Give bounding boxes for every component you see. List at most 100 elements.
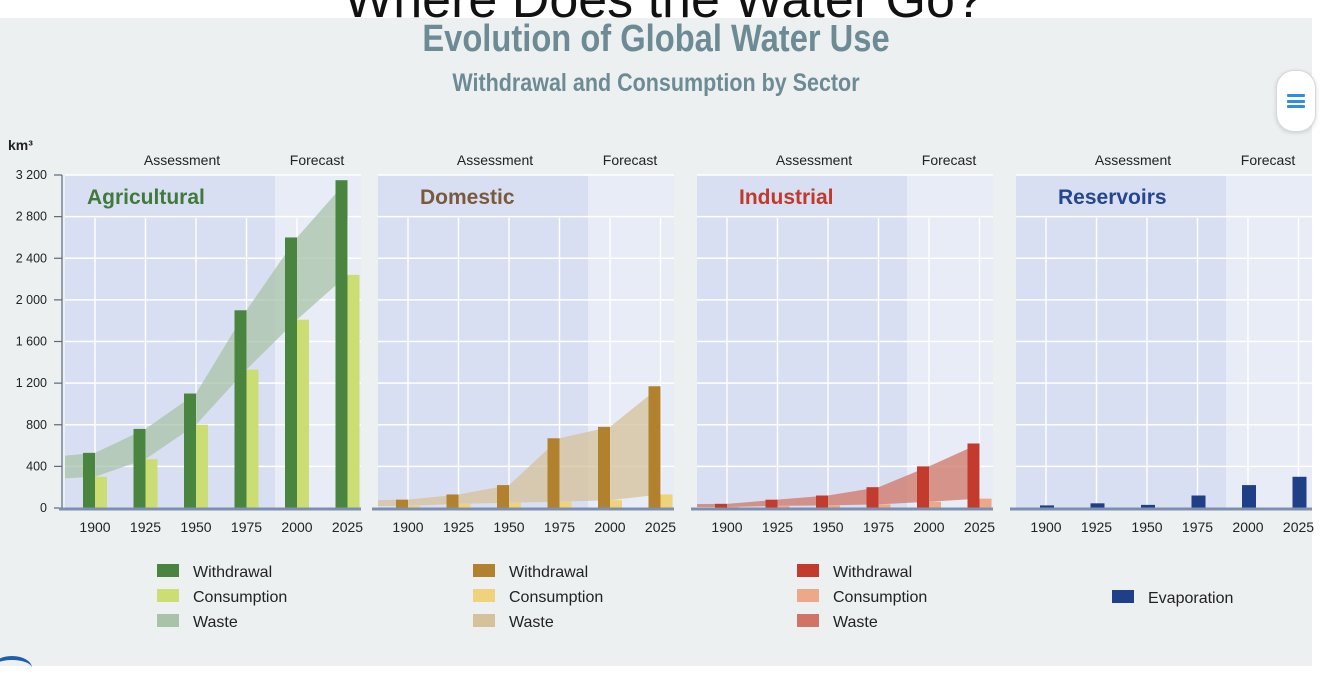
waste-band <box>697 443 980 508</box>
withdrawal-bar <box>816 495 828 508</box>
consumption-bar <box>559 501 572 508</box>
evaporation-bar <box>1191 495 1206 508</box>
withdrawal-bar <box>285 237 297 508</box>
water-use-chart: km³ 0 400 800 1 200 1 600 2 000 2 400 2 800 3 200… <box>8 137 1314 631</box>
x-tick-label: 1975 <box>1182 519 1213 535</box>
x-tick-label: 1950 <box>180 519 211 535</box>
legend-swatch <box>473 564 495 577</box>
x-tick-label: 1900 <box>392 519 423 535</box>
assessment-label: Assessment <box>457 152 533 168</box>
consumption-bar <box>246 369 259 508</box>
legend-label: Consumption <box>833 589 927 606</box>
withdrawal-bar <box>234 310 247 508</box>
x-tick-label: 2000 <box>913 519 944 535</box>
x-tick-label: 1975 <box>231 519 262 535</box>
x-tick-label: 2025 <box>645 519 676 535</box>
legend-label: Waste <box>833 614 878 631</box>
x-tick-label: 1950 <box>1131 519 1162 535</box>
x-tick-label: 1975 <box>863 519 894 535</box>
x-tick-label: 1925 <box>443 519 474 535</box>
withdrawal-bar <box>184 393 196 508</box>
legend-swatch <box>473 614 495 627</box>
legend-swatch <box>473 589 495 602</box>
withdrawal-bar <box>598 426 610 508</box>
consumption-bar <box>727 506 739 508</box>
x-tick-label: 1925 <box>762 519 793 535</box>
chart-title: Evolution of Global Water Use <box>422 18 890 60</box>
consumption-bar <box>408 505 420 508</box>
withdrawal-bar <box>446 494 459 508</box>
x-tick-label: 1925 <box>1081 519 1112 535</box>
legend-swatch <box>157 564 179 577</box>
panel-title-domestic: Domestic <box>420 186 515 209</box>
x-tick-label: 1925 <box>130 519 161 535</box>
x-tick-label: 1900 <box>1030 519 1061 535</box>
legend-swatch <box>797 564 819 577</box>
evaporation-bar <box>1040 505 1054 508</box>
panel-title-industrial: Industrial <box>739 186 834 209</box>
legend-label: Withdrawal <box>509 564 588 581</box>
y-tick-label: 1 600 <box>16 335 47 349</box>
legend-swatch <box>157 589 179 602</box>
legend-swatch <box>157 614 179 627</box>
legend-label: Evaporation <box>1148 590 1233 607</box>
consumption-bar <box>610 500 622 508</box>
x-tick-label: 2025 <box>332 519 363 535</box>
forecast-label: Forecast <box>290 152 345 168</box>
x-tick-label: 2000 <box>1232 519 1263 535</box>
withdrawal-bar <box>497 485 509 508</box>
y-tick-label: 0 <box>40 501 47 515</box>
legend-swatch <box>797 589 819 602</box>
x-tick-label: 1950 <box>812 519 843 535</box>
y-tick-label: 2 800 <box>16 210 47 224</box>
withdrawal-bar <box>967 443 980 508</box>
logo-icon <box>0 656 32 680</box>
legend-label: Waste <box>509 614 554 631</box>
consumption-bar <box>458 503 471 508</box>
forecast-label: Forecast <box>922 152 977 168</box>
assessment-label: Assessment <box>144 152 220 168</box>
evaporation-bar <box>1090 503 1105 508</box>
x-tick-label: 1975 <box>544 519 575 535</box>
waste-band <box>378 386 661 507</box>
forecast-label: Forecast <box>1241 152 1296 168</box>
evaporation-bar <box>1141 504 1155 508</box>
x-tick-label: 2025 <box>964 519 995 535</box>
legend-label: Consumption <box>509 589 603 606</box>
withdrawal-bar <box>396 499 408 508</box>
consumption-bar <box>828 505 840 508</box>
legend-label: Withdrawal <box>833 564 912 581</box>
assessment-label: Assessment <box>1095 152 1171 168</box>
consumption-bar <box>297 319 309 508</box>
x-tick-label: 2025 <box>1283 519 1314 535</box>
y-tick-label: 2 000 <box>16 293 47 307</box>
chart-subtitle: Withdrawal and Consumption by Sector <box>452 69 860 97</box>
withdrawal-bar <box>83 452 95 508</box>
withdrawal-bar <box>547 438 560 508</box>
consumption-bar <box>196 424 208 508</box>
evaporation-bar <box>1242 485 1256 508</box>
consumption-bar <box>929 501 941 508</box>
x-tick-label: 2000 <box>281 519 312 535</box>
x-tick-label: 1900 <box>711 519 742 535</box>
y-tick-label: 3 200 <box>16 168 47 182</box>
y-unit-label: km³ <box>8 137 33 153</box>
consumption-bar <box>145 459 158 508</box>
y-tick-label: 1 200 <box>16 376 47 390</box>
menu-button[interactable] <box>1276 70 1316 132</box>
legend-swatch <box>1112 590 1134 603</box>
consumption-bar <box>660 494 673 508</box>
withdrawal-bar <box>335 180 348 508</box>
panel-title-reservoirs: Reservoirs <box>1058 186 1167 209</box>
legend-swatch <box>797 614 819 627</box>
withdrawal-bar <box>715 503 727 508</box>
withdrawal-bar <box>866 487 879 508</box>
assessment-label: Assessment <box>776 152 852 168</box>
x-tick-label: 1900 <box>79 519 110 535</box>
evaporation-bar <box>1292 476 1307 508</box>
y-tick-label: 800 <box>26 418 47 432</box>
withdrawal-bar <box>765 499 778 508</box>
consumption-bar <box>347 274 360 508</box>
forecast-label: Forecast <box>603 152 658 168</box>
x-tick-label: 2000 <box>594 519 625 535</box>
